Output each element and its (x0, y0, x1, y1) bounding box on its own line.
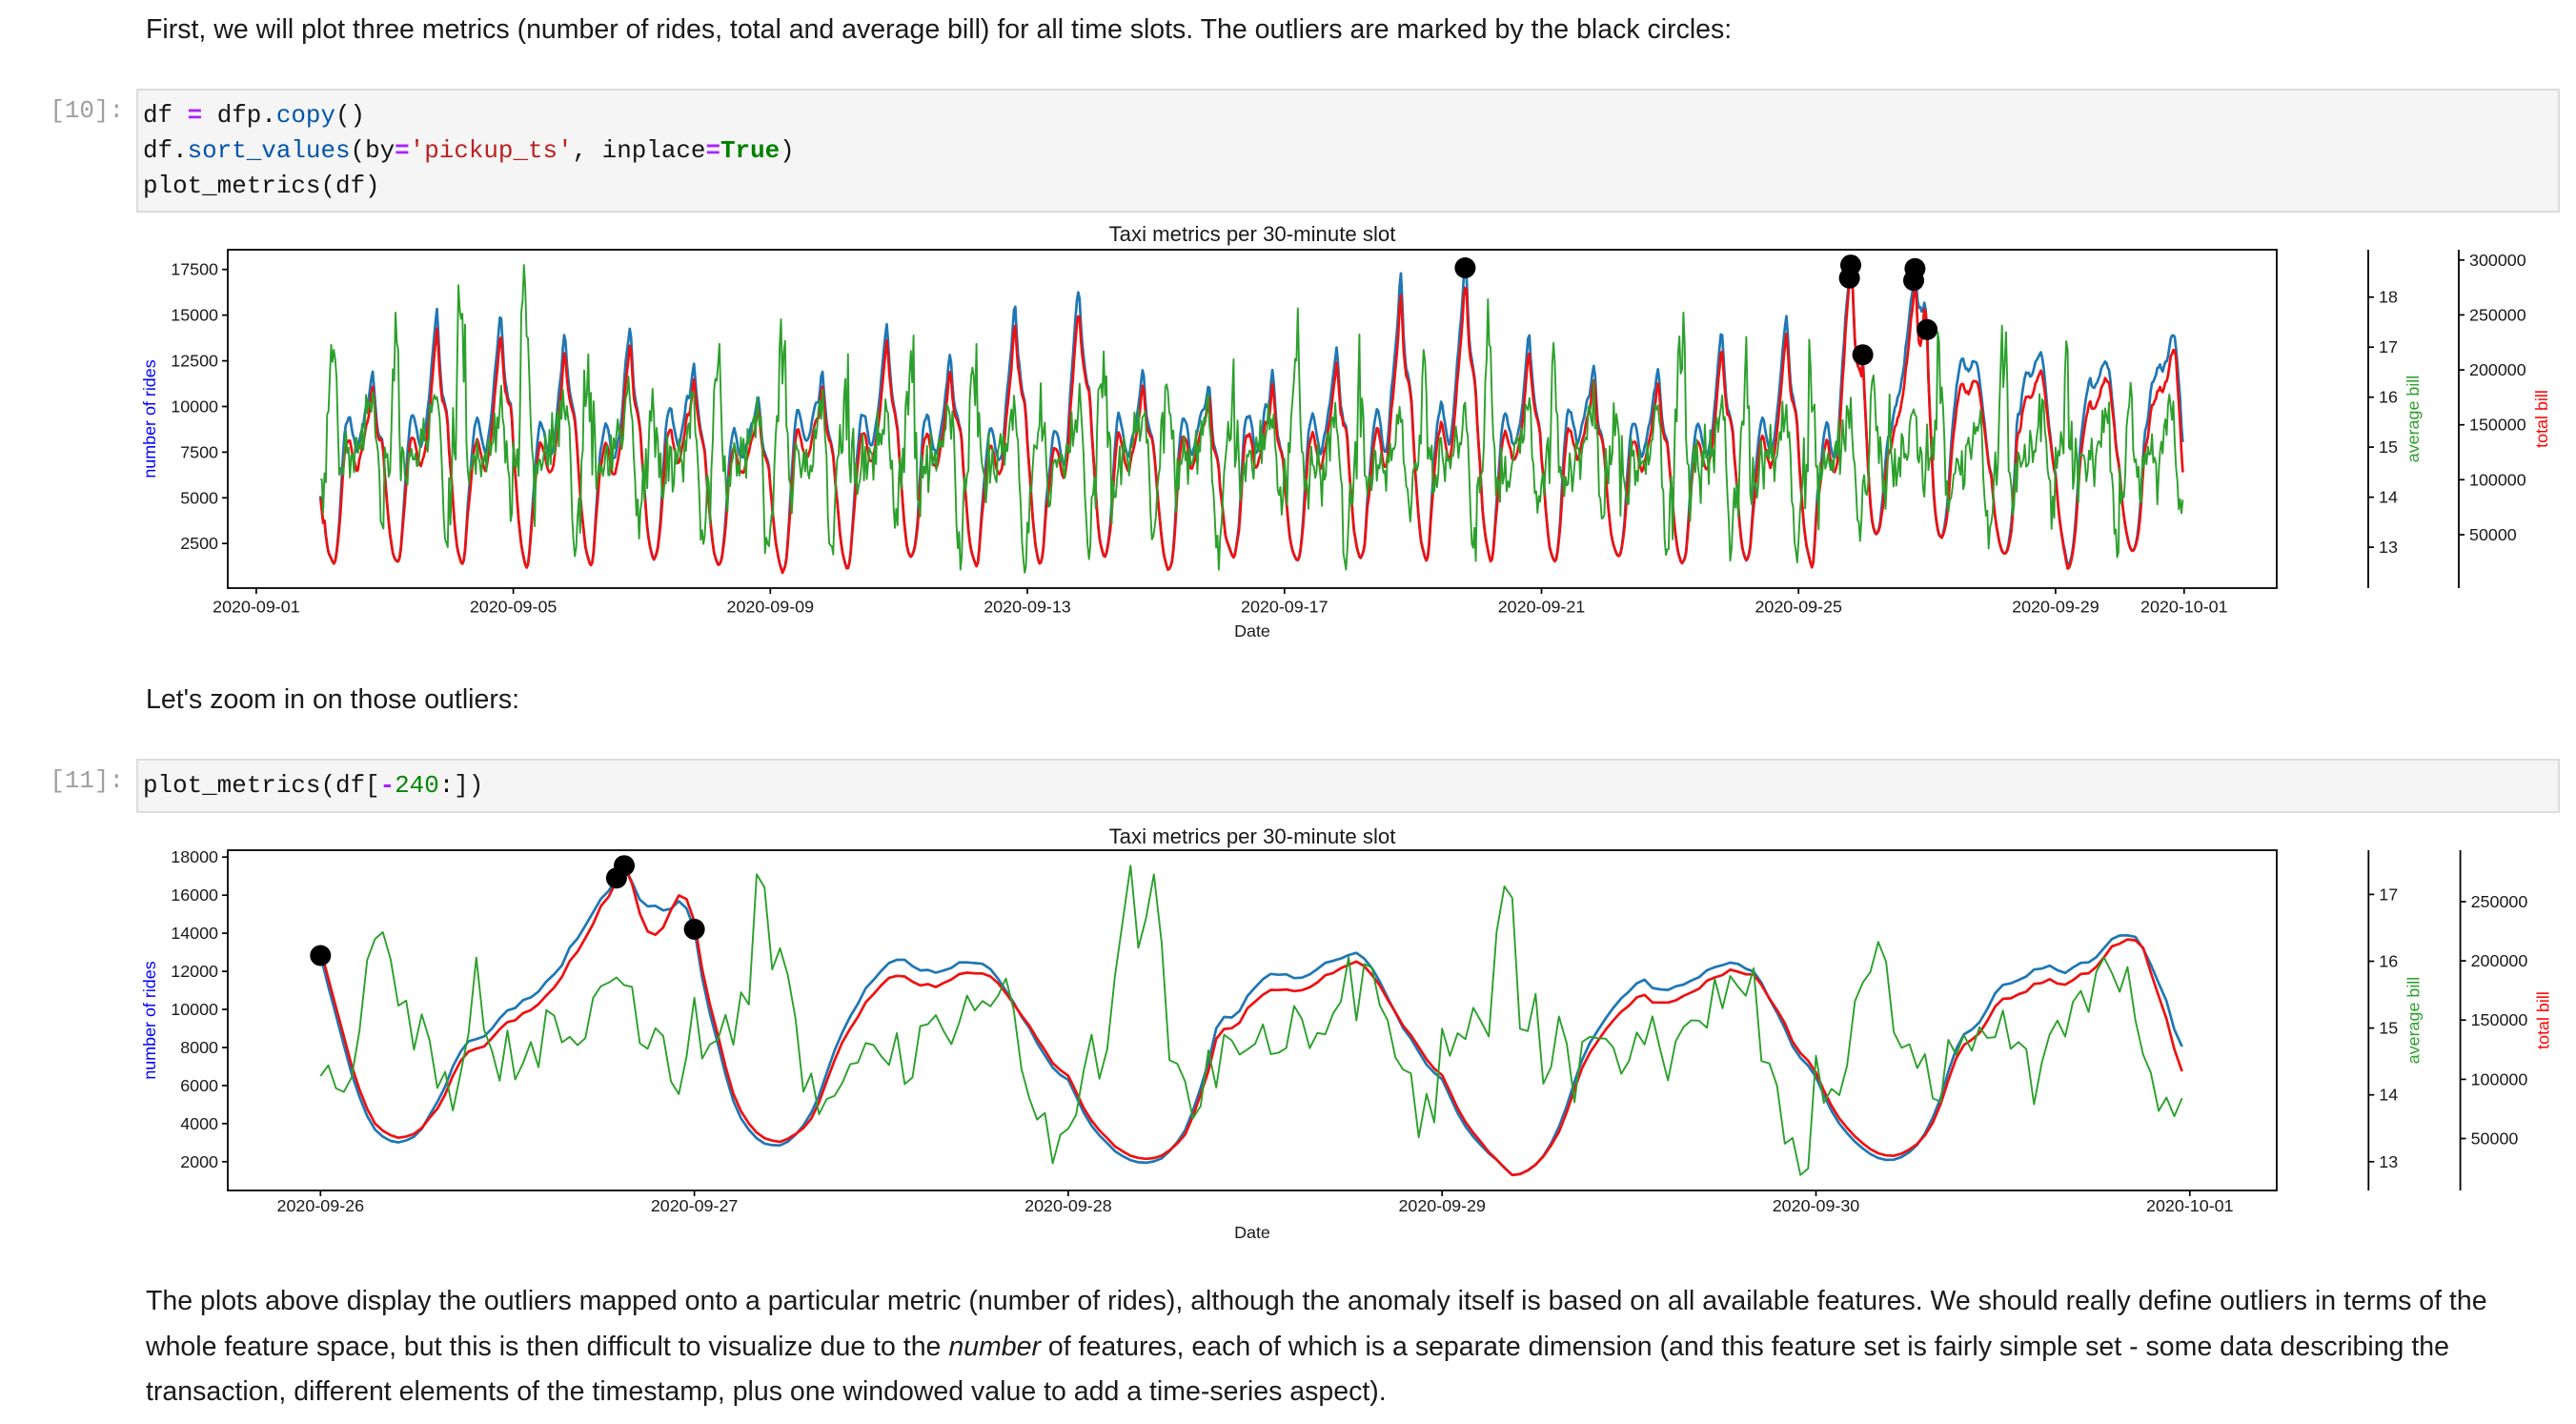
svg-text:number of rides: number of rides (140, 961, 159, 1079)
svg-text:2020-09-13: 2020-09-13 (984, 598, 1071, 617)
svg-text:14: 14 (2379, 1086, 2398, 1105)
svg-text:15000: 15000 (171, 306, 218, 325)
svg-text:250000: 250000 (2469, 305, 2526, 324)
svg-text:15: 15 (2379, 437, 2398, 457)
svg-text:Taxi metrics per 30-minute slo: Taxi metrics per 30-minute slot (1109, 824, 1396, 848)
svg-text:average bill: average bill (2404, 376, 2423, 463)
svg-text:Taxi metrics per 30-minute slo: Taxi metrics per 30-minute slot (1109, 222, 1396, 246)
svg-text:10000: 10000 (171, 397, 218, 417)
svg-text:10000: 10000 (171, 1000, 218, 1019)
svg-text:Date: Date (1234, 1223, 1270, 1242)
svg-text:number of rides: number of rides (140, 359, 159, 478)
svg-text:5000: 5000 (180, 488, 218, 507)
svg-text:2020-10-01: 2020-10-01 (2140, 598, 2228, 617)
svg-text:16: 16 (2379, 952, 2398, 971)
svg-text:50000: 50000 (2471, 1129, 2519, 1149)
svg-text:17: 17 (2379, 885, 2398, 904)
svg-text:50000: 50000 (2469, 525, 2517, 544)
svg-text:14000: 14000 (171, 924, 218, 943)
svg-text:100000: 100000 (2471, 1069, 2528, 1088)
svg-text:7500: 7500 (180, 442, 218, 461)
svg-text:2020-09-28: 2020-09-28 (1024, 1196, 1112, 1215)
svg-text:200000: 200000 (2471, 951, 2528, 970)
svg-text:2020-09-21: 2020-09-21 (1498, 598, 1586, 617)
svg-text:total bill: total bill (2534, 991, 2553, 1049)
svg-text:13: 13 (2379, 538, 2398, 557)
svg-text:12500: 12500 (171, 352, 218, 371)
svg-text:2500: 2500 (180, 534, 218, 553)
svg-text:250000: 250000 (2471, 892, 2528, 911)
svg-text:2020-09-01: 2020-09-01 (213, 598, 300, 617)
svg-text:8000: 8000 (180, 1038, 218, 1057)
svg-text:2020-10-01: 2020-10-01 (2146, 1196, 2234, 1215)
svg-text:4000: 4000 (180, 1114, 218, 1133)
svg-text:6000: 6000 (180, 1076, 218, 1095)
svg-text:2020-09-26: 2020-09-26 (277, 1196, 365, 1215)
svg-text:150000: 150000 (2469, 416, 2526, 435)
svg-text:Date: Date (1234, 621, 1270, 641)
svg-text:200000: 200000 (2469, 360, 2526, 379)
svg-text:100000: 100000 (2469, 470, 2526, 489)
svg-text:15: 15 (2379, 1019, 2398, 1038)
svg-text:2020-09-27: 2020-09-27 (651, 1196, 739, 1215)
svg-text:2020-09-25: 2020-09-25 (1755, 598, 1842, 617)
svg-text:2020-09-29: 2020-09-29 (2012, 598, 2099, 617)
svg-text:17: 17 (2379, 337, 2398, 356)
svg-text:16: 16 (2379, 388, 2398, 407)
svg-text:2020-09-09: 2020-09-09 (727, 598, 815, 617)
svg-text:2000: 2000 (180, 1152, 218, 1171)
svg-text:12000: 12000 (171, 962, 218, 981)
svg-text:total bill: total bill (2532, 390, 2551, 448)
svg-text:18000: 18000 (171, 847, 218, 866)
svg-text:average bill: average bill (2404, 977, 2423, 1065)
svg-text:18: 18 (2379, 288, 2398, 307)
svg-text:14: 14 (2379, 488, 2398, 507)
svg-text:2020-09-29: 2020-09-29 (1398, 1196, 1486, 1215)
svg-text:300000: 300000 (2469, 251, 2526, 270)
svg-text:2020-09-05: 2020-09-05 (470, 598, 558, 617)
svg-text:150000: 150000 (2471, 1010, 2528, 1029)
svg-text:2020-09-30: 2020-09-30 (1773, 1196, 1860, 1215)
svg-text:17500: 17500 (171, 260, 218, 279)
svg-text:16000: 16000 (171, 885, 218, 905)
svg-text:13: 13 (2379, 1152, 2398, 1171)
svg-text:2020-09-17: 2020-09-17 (1241, 598, 1329, 617)
